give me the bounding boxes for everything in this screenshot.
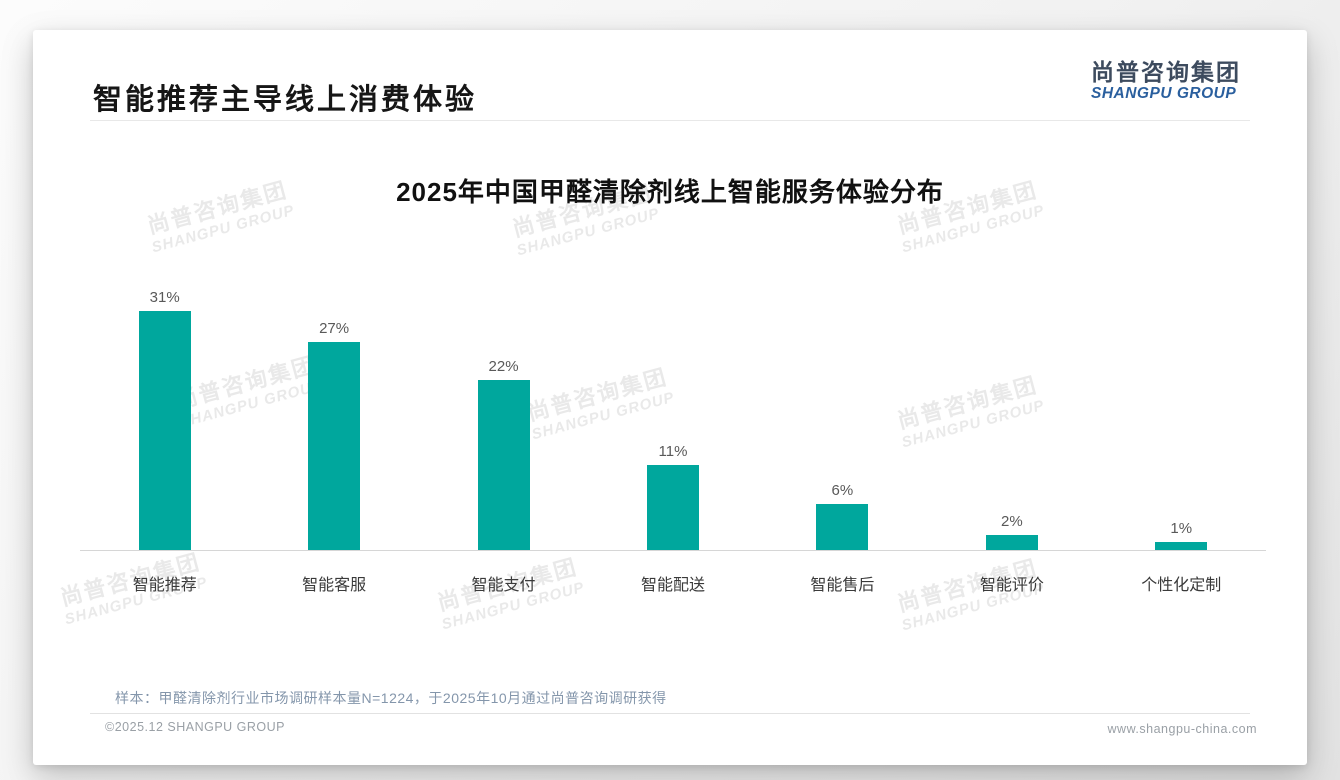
slide-card: 智能推荐主导线上消费体验 尚普咨询集团 SHANGPU GROUP 2025年中… bbox=[33, 30, 1307, 765]
bar-value-label: 11% bbox=[658, 443, 688, 461]
x-axis-line bbox=[80, 550, 1266, 551]
sample-note: 样本：甲醛清除剂行业市场调研样本量N=1224，于2025年10月通过尚普咨询调… bbox=[115, 690, 667, 706]
bar-value-label: 31% bbox=[149, 289, 180, 306]
chart-title: 2025年中国甲醛清除剂线上智能服务体验分布 bbox=[396, 177, 944, 207]
bar-category-label: 智能支付 bbox=[471, 577, 536, 594]
bar-category-label: 个性化定制 bbox=[1141, 577, 1222, 594]
bar-column: 1% bbox=[1097, 521, 1266, 550]
company-logo: 尚普咨询集团 SHANGPU GROUP bbox=[1091, 59, 1241, 103]
bar-column: 27% bbox=[249, 321, 418, 550]
bar bbox=[477, 380, 530, 550]
footer-divider bbox=[90, 713, 1250, 714]
bar-column: 6% bbox=[758, 483, 927, 550]
bar-category-label: 智能售后 bbox=[810, 577, 875, 594]
bar bbox=[1155, 542, 1208, 550]
bar-category-label: 智能评价 bbox=[979, 577, 1044, 594]
bar-category-label: 智能客服 bbox=[302, 577, 367, 594]
category-axis: 智能推荐 智能客服 智能支付 智能配送 智能售后 智能评价 个性化定制 bbox=[80, 571, 1266, 595]
bar-column: 11% bbox=[588, 444, 757, 550]
bar-value-label: 27% bbox=[319, 319, 350, 337]
footer-copyright: ©2025.12 SHANGPU GROUP bbox=[105, 720, 285, 734]
logo-english-text: SHANGPU GROUP bbox=[1091, 85, 1237, 103]
bar-category-label: 智能推荐 bbox=[132, 577, 197, 594]
bar-column: 2% bbox=[927, 514, 1096, 550]
bar-value-label: 22% bbox=[488, 358, 519, 376]
bar-value-label: 1% bbox=[1170, 520, 1193, 538]
watermark-english-text: SHANGPU GROUP bbox=[149, 202, 297, 257]
watermark-english-text: SHANGPU GROUP bbox=[899, 202, 1047, 257]
footer-website: www.shangpu-china.com bbox=[1107, 722, 1257, 736]
bar bbox=[646, 465, 699, 550]
bar-category-label: 智能配送 bbox=[640, 577, 705, 594]
plot-area: 31% 27% 22% 11% 6% 2% 1% bbox=[80, 255, 1266, 550]
bar-value-label: 2% bbox=[1000, 512, 1023, 530]
bar bbox=[308, 341, 361, 550]
bar bbox=[985, 534, 1038, 550]
header-divider bbox=[90, 120, 1250, 121]
bar bbox=[816, 503, 869, 550]
page-title: 智能推荐主导线上消费体验 bbox=[93, 84, 478, 116]
bar-column: 31% bbox=[80, 290, 249, 550]
watermark-english-text: SHANGPU GROUP bbox=[514, 205, 662, 260]
bar-column: 22% bbox=[419, 359, 588, 550]
bar bbox=[138, 311, 191, 550]
logo-chinese-text: 尚普咨询集团 bbox=[1091, 59, 1241, 85]
bar-value-label: 6% bbox=[831, 481, 854, 499]
watermark: 尚普咨询集团 SHANGPU GROUP bbox=[887, 553, 1053, 637]
